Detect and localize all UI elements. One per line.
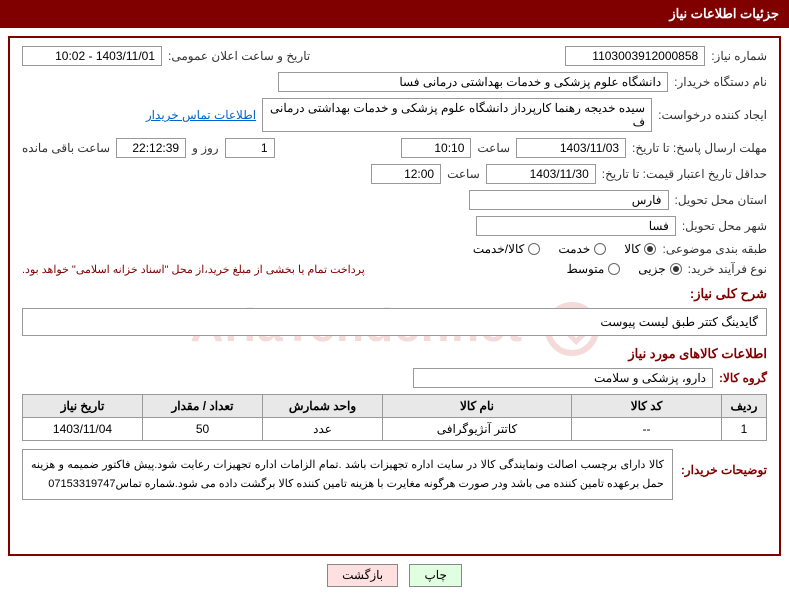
main-panel: AriaTender.net شماره نیاز: 1103003912000…: [8, 36, 781, 556]
announce-label: تاریخ و ساعت اعلان عمومی:: [168, 49, 310, 63]
radio-icon: [670, 263, 682, 275]
need-number-label: شماره نیاز:: [711, 49, 767, 63]
purchase-type-radios: جزیی متوسط: [567, 262, 682, 276]
td-unit: عدد: [263, 418, 383, 441]
subject-class-label: طبقه بندی موضوعی:: [662, 242, 767, 256]
radio-partial-label: جزیی: [638, 262, 665, 276]
row-need-number: شماره نیاز: 1103003912000858 تاریخ و ساع…: [22, 46, 767, 66]
buyer-note-box: کالا دارای برچسب اصالت ونمایندگی کالا در…: [22, 449, 673, 500]
td-qty: 50: [143, 418, 263, 441]
row-reply-deadline: مهلت ارسال پاسخ: تا تاریخ: 1403/11/03 سا…: [22, 138, 767, 158]
validity-label: حداقل تاریخ اعتبار قیمت: تا تاریخ:: [602, 167, 767, 181]
row-subject-class: طبقه بندی موضوعی: کالا خدمت کالا/خدمت: [22, 242, 767, 256]
buyer-note-row: توضیحات خریدار: کالا دارای برچسب اصالت و…: [22, 449, 767, 500]
requester-field: سیده خدیجه رهنما کارپرداز دانشگاه علوم پ…: [262, 98, 652, 132]
remaining-label: ساعت باقی مانده: [22, 141, 110, 155]
table-header-row: ردیف کد کالا نام کالا واحد شمارش تعداد /…: [23, 395, 767, 418]
row-requester: ایجاد کننده درخواست: سیده خدیجه رهنما کا…: [22, 98, 767, 132]
goods-table: ردیف کد کالا نام کالا واحد شمارش تعداد /…: [22, 394, 767, 441]
radio-icon: [608, 263, 620, 275]
row-province: استان محل تحویل: فارس: [22, 190, 767, 210]
td-name: کاتتر آنژیوگرافی: [383, 418, 572, 441]
panel-header: جزئیات اطلاعات نیاز: [0, 0, 789, 28]
city-field: فسا: [476, 216, 676, 236]
radio-both-label: کالا/خدمت: [473, 242, 524, 256]
th-code: کد کالا: [572, 395, 722, 418]
row-purchase-type: نوع فرآیند خرید: جزیی متوسط پرداخت تمام …: [22, 262, 767, 276]
time-word-1: ساعت: [477, 141, 510, 155]
buyer-note-label: توضیحات خریدار:: [681, 449, 767, 477]
goods-group-field: دارو، پزشکی و سلامت: [413, 368, 713, 388]
print-button[interactable]: چاپ: [409, 564, 461, 587]
province-field: فارس: [469, 190, 669, 210]
goods-group-label: گروه کالا:: [719, 371, 767, 385]
buyer-org-label: نام دستگاه خریدار:: [674, 75, 767, 89]
requester-label: ایجاد کننده درخواست:: [658, 108, 767, 122]
need-number-field: 1103003912000858: [565, 46, 705, 66]
row-goods-group: گروه کالا: دارو، پزشکی و سلامت: [22, 368, 767, 388]
reply-date-field: 1403/11/03: [516, 138, 626, 158]
goods-section-title: اطلاعات کالاهای مورد نیاز: [22, 346, 767, 362]
description-title: شرح کلی نیاز:: [22, 286, 767, 302]
th-date: تاریخ نیاز: [23, 395, 143, 418]
reply-deadline-label: مهلت ارسال پاسخ: تا تاریخ:: [632, 141, 767, 155]
subject-class-radios: کالا خدمت کالا/خدمت: [473, 242, 657, 256]
radio-medium[interactable]: متوسط: [567, 262, 621, 276]
description-box: گایدینگ کتتر طبق لیست پیوست: [22, 308, 767, 336]
table-row: 1 -- کاتتر آنژیوگرافی عدد 50 1403/11/04: [23, 418, 767, 441]
buyer-org-field: دانشگاه علوم پزشکی و خدمات بهداشتی درمان…: [278, 72, 668, 92]
td-date: 1403/11/04: [23, 418, 143, 441]
radio-icon: [644, 243, 656, 255]
radio-goods[interactable]: کالا: [624, 242, 656, 256]
city-label: شهر محل تحویل:: [682, 219, 767, 233]
reply-time-field: 10:10: [401, 138, 471, 158]
radio-service-label: خدمت: [558, 242, 590, 256]
time-word-2: ساعت: [447, 167, 480, 181]
td-code: --: [572, 418, 722, 441]
radio-service[interactable]: خدمت: [558, 242, 606, 256]
days-count-field: 1: [225, 138, 275, 158]
td-row: 1: [722, 418, 767, 441]
th-unit: واحد شمارش: [263, 395, 383, 418]
radio-icon: [528, 243, 540, 255]
row-city: شهر محل تحویل: فسا: [22, 216, 767, 236]
validity-date-field: 1403/11/30: [486, 164, 596, 184]
radio-medium-label: متوسط: [567, 262, 605, 276]
province-label: استان محل تحویل:: [675, 193, 767, 207]
announce-field: 1403/11/01 - 10:02: [22, 46, 162, 66]
row-validity: حداقل تاریخ اعتبار قیمت: تا تاریخ: 1403/…: [22, 164, 767, 184]
contact-link[interactable]: اطلاعات تماس خریدار: [146, 108, 256, 122]
back-button[interactable]: بازگشت: [327, 564, 398, 587]
row-buyer-org: نام دستگاه خریدار: دانشگاه علوم پزشکی و …: [22, 72, 767, 92]
days-and-label: روز و: [192, 141, 219, 155]
radio-icon: [594, 243, 606, 255]
countdown-field: 22:12:39: [116, 138, 186, 158]
th-name: نام کالا: [383, 395, 572, 418]
radio-goods-label: کالا: [624, 242, 640, 256]
payment-note: پرداخت تمام یا بخشی از مبلغ خرید،از محل …: [22, 263, 365, 276]
button-row: چاپ بازگشت: [0, 564, 789, 587]
validity-time-field: 12:00: [371, 164, 441, 184]
th-qty: تعداد / مقدار: [143, 395, 263, 418]
purchase-type-label: نوع فرآیند خرید:: [688, 262, 767, 276]
th-row: ردیف: [722, 395, 767, 418]
radio-both[interactable]: کالا/خدمت: [473, 242, 540, 256]
radio-partial[interactable]: جزیی: [638, 262, 681, 276]
